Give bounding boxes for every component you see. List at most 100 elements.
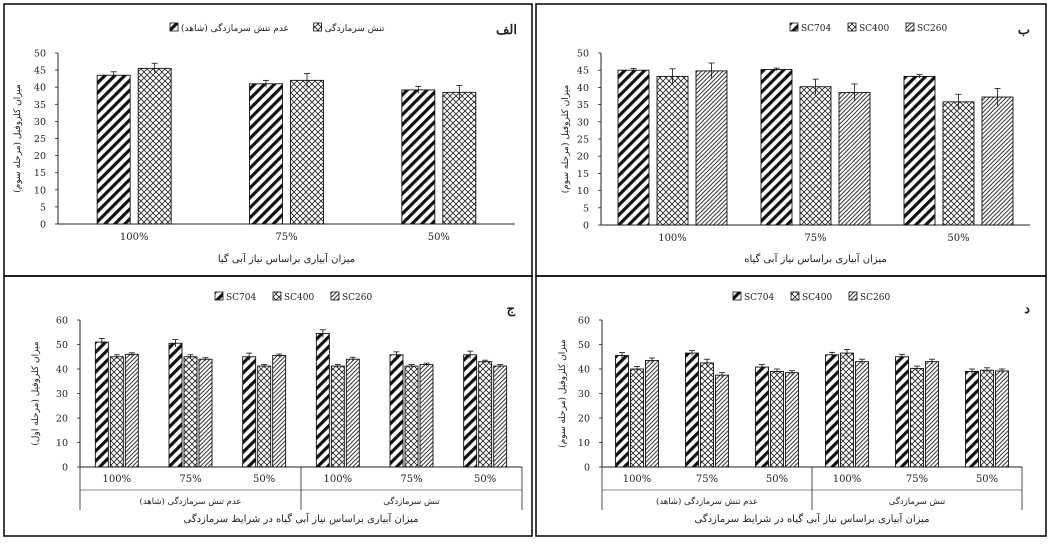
x-tick-label: 75% — [275, 232, 297, 243]
group-label: عدم تنش سرمازدگی (شاهد) — [140, 495, 242, 507]
legend: SC704 SC400 SC260 — [214, 291, 373, 303]
x-axis-label: میزان آبیاری براساس نیاز آبی گیاه — [744, 252, 887, 265]
x-tick-label: 100% — [103, 474, 132, 485]
bar — [401, 89, 436, 225]
bar — [656, 75, 689, 226]
legend-label: SC400 — [802, 293, 833, 303]
legend-swatch — [272, 291, 282, 301]
bar — [257, 365, 272, 468]
bar — [995, 370, 1009, 468]
bar — [895, 356, 909, 468]
panel-frame-br — [535, 275, 1047, 537]
x-tick-label: 75% — [696, 474, 718, 485]
bar — [755, 366, 769, 468]
y-axis-label: میزان کلروفیل (مرحله اول) — [30, 341, 41, 445]
group-label: عدم تنش سرمازدگی (شاهد) — [656, 495, 758, 507]
bar — [700, 362, 714, 468]
legend-label: SC260 — [917, 24, 948, 34]
bar — [615, 355, 629, 468]
bar — [315, 333, 330, 468]
chart-tl: الف عدم تنش سرمازدگی (شاهد) تنش سرمازدگی 0 5… — [12, 22, 517, 265]
y-tick-label: 20 — [577, 152, 589, 163]
legend-label: SC704 — [801, 24, 832, 34]
x-axis-label: میزان آبیاری براساس نیاز آبی گیاه در شرا… — [695, 512, 930, 525]
bar — [478, 361, 493, 468]
y-tick-label: 0 — [583, 221, 589, 232]
bar — [389, 354, 404, 468]
legend-label: تنش سرمازدگی — [325, 22, 385, 34]
y-tick-label: 5 — [583, 203, 589, 214]
bar — [124, 353, 139, 468]
y-tick-label: 60 — [578, 316, 590, 327]
y-tick-label: 10 — [56, 438, 68, 449]
legend-swatch — [214, 291, 224, 301]
x-tick-label: 50% — [428, 232, 450, 243]
panel-title: د — [1024, 302, 1030, 317]
x-axis-label: میزان آبیاری براساس نیاز آبی گیا — [218, 252, 355, 265]
x-tick-label: 100% — [658, 233, 687, 244]
legend-label: SC400 — [859, 24, 890, 34]
legend-swatch — [313, 22, 323, 32]
bar — [617, 69, 650, 226]
bars — [617, 62, 1014, 226]
y-axis: 0 10 20 30 40 50 60 — [56, 316, 81, 474]
legend: عدم تنش سرمازدگی (شاهد) تنش سرمازدگی — [169, 22, 385, 34]
legend-label: SC260 — [860, 293, 891, 303]
bar — [645, 359, 659, 468]
bar — [785, 372, 799, 468]
y-tick-label: 30 — [578, 389, 590, 400]
bar — [137, 67, 172, 225]
bar — [965, 371, 979, 468]
bars — [94, 329, 508, 468]
x-tick-label: 100% — [324, 474, 353, 485]
panel-title: الف — [496, 23, 517, 38]
y-tick-label: 50 — [578, 340, 590, 351]
bar — [855, 361, 869, 468]
panel-frames — [3, 3, 1047, 537]
chart-tr: ب SC704 SC400 SC260 0 5 10 15 20 25 30 35 40 45 50 میزا… — [560, 22, 1030, 265]
bar — [272, 355, 287, 468]
y-tick-label: 35 — [577, 100, 589, 111]
y-tick-label: 0 — [584, 463, 590, 474]
y-tick-label: 40 — [577, 83, 589, 94]
y-tick-label: 35 — [34, 100, 46, 111]
y-tick-label: 50 — [34, 49, 46, 60]
y-tick-label: 15 — [34, 168, 46, 179]
legend-label: عدم تنش سرمازدگی (شاهد) — [181, 22, 289, 34]
y-axis: 0 5 10 15 20 25 30 35 40 45 50 — [34, 49, 59, 231]
bar — [198, 358, 213, 468]
category-groups: عدم تنش سرمازدگی (شاهد) تنش سرمازدگی — [601, 467, 1023, 510]
y-tick-label: 20 — [578, 414, 590, 425]
bar — [109, 356, 124, 468]
x-axis-label: میزان آبیاری براساس نیاز آبی گیاه در شرا… — [184, 512, 419, 525]
bar — [330, 365, 345, 468]
bar — [442, 91, 477, 225]
legend-swatch — [732, 291, 742, 301]
bar — [183, 356, 198, 468]
bar — [695, 70, 728, 226]
y-tick-label: 40 — [578, 365, 590, 376]
legend-swatch — [905, 22, 915, 32]
x-tick-label: 100% — [833, 474, 862, 485]
y-tick-label: 30 — [56, 389, 68, 400]
legend-swatch — [789, 22, 799, 32]
bar — [242, 356, 257, 468]
bars — [615, 348, 1009, 468]
bar — [903, 75, 936, 226]
legend-label: SC704 — [226, 293, 257, 303]
x-tick-label: 75% — [906, 474, 928, 485]
y-tick-label: 20 — [34, 151, 46, 162]
group-label: تنش سرمازدگی — [383, 495, 440, 507]
bar — [404, 365, 419, 468]
y-axis-label: میزان کلروفیل (مرحله سوم) — [557, 339, 568, 448]
y-tick-label: 10 — [34, 185, 46, 196]
bar — [493, 365, 508, 468]
x-tick-label: 100% — [120, 232, 149, 243]
y-axis: 0 5 10 15 20 25 30 35 40 45 50 — [577, 49, 602, 232]
x-tick-label: 75% — [804, 233, 826, 244]
group-label: تنش سرمازدگی — [889, 495, 946, 507]
y-tick-label: 20 — [56, 414, 68, 425]
x-tick-label: 50% — [947, 233, 969, 244]
panel-title: ج — [507, 302, 516, 317]
panels: الف عدم تنش سرمازدگی (شاهد) تنش سرمازدگی 0 5… — [12, 22, 1030, 525]
